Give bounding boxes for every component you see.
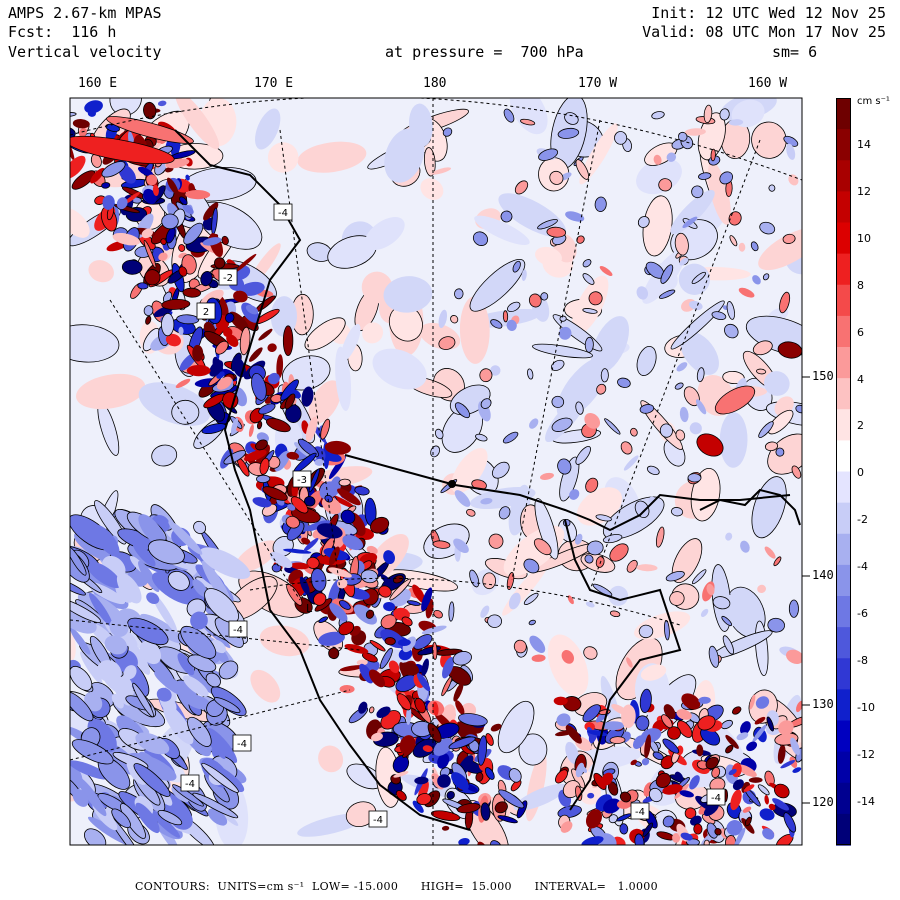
colorbar-band [836, 627, 851, 659]
colorbar-tick-label: -14 [857, 794, 875, 808]
pressure-level: at pressure = 700 hPa [385, 43, 584, 61]
colorbar-tick-label: 6 [857, 325, 864, 339]
marie-byrd-coast [699, 488, 801, 526]
contour-label: -4 [237, 739, 247, 750]
field-name: Vertical velocity [8, 43, 162, 61]
colorbar [836, 98, 851, 846]
colorbar-band [836, 564, 851, 597]
colorbar-band [836, 502, 851, 535]
colorbar-tick-label: 0 [857, 466, 864, 480]
contour-label: -4 [635, 807, 645, 818]
colorbar-band [836, 378, 851, 410]
colorbar-band [836, 409, 851, 441]
init-time: Init: 12 UTC Wed 12 Nov 25 [651, 4, 886, 22]
colorbar-band [836, 253, 851, 286]
contour-label: 2 [203, 307, 209, 318]
colorbar-tick-label: 12 [857, 184, 871, 198]
contour-label: -4 [233, 625, 243, 636]
map-frame [69, 97, 803, 846]
colorbar-tick-label: 10 [857, 231, 871, 245]
contour-label: -4 [711, 793, 721, 804]
valid-time: Valid: 08 UTC Mon 17 Nov 25 [642, 23, 886, 41]
lon-label-160w: 160 W [748, 76, 788, 91]
colorbar-band [836, 129, 851, 161]
colorbar-tick-label: 14 [857, 138, 871, 151]
colorbar-band [836, 813, 851, 846]
low-label: L [306, 602, 313, 615]
colorbar-tick-label: 2 [857, 419, 864, 433]
forecast-hour: Fcst: 116 h [8, 23, 117, 41]
smoothing-value: sm= 6 [772, 43, 818, 61]
lon-label-170w: 170 W [578, 76, 618, 91]
colorbar-band [836, 347, 851, 379]
contour-label: -2 [223, 273, 233, 284]
colorbar-tick-label: -12 [857, 747, 875, 761]
colorbar-band [836, 658, 851, 690]
colorbar-band [836, 782, 851, 815]
contour-label: -4 [278, 208, 288, 219]
colorbar-band [836, 98, 851, 130]
colorbar-tick-label: -4 [857, 560, 868, 574]
contour-label: -4 [185, 779, 195, 790]
colorbar-band [836, 751, 851, 784]
lon-label-160e: 160 E [78, 76, 118, 91]
graticule [70, 98, 802, 845]
colorbar-tick-label: 4 [857, 372, 864, 386]
colorbar-band [836, 191, 851, 224]
ross-ice-shelf-front [344, 454, 791, 532]
grounding-line [564, 519, 682, 811]
colorbar-tick-label: -2 [857, 513, 868, 527]
colorbar-band [836, 533, 851, 566]
contour-label: -3 [297, 475, 307, 486]
contour-labels: -4 -2 2 -3 -4 -4 -4 -4 -4 -4 [180, 203, 726, 828]
colorbar-band [836, 160, 851, 192]
lon-label-170e: 170 E [254, 76, 294, 91]
model-title: AMPS 2.67-km MPAS [8, 4, 162, 22]
colorbar-band [836, 222, 851, 255]
colorbar-tick-label: -10 [857, 700, 875, 714]
velocity-field [70, 98, 802, 845]
colorbar-band [836, 720, 851, 753]
colorbar-band [836, 689, 851, 722]
contour-label: -4 [373, 815, 383, 826]
colorbar-band [836, 440, 851, 473]
station-marker [448, 480, 456, 488]
colorbar-tick-label: 8 [857, 278, 864, 292]
colorbar-units: cm s⁻¹ [857, 96, 890, 107]
colorbar-band [836, 315, 851, 348]
colorbar-tick-label: -6 [857, 607, 868, 620]
colorbar-band [836, 284, 851, 317]
colorbar-tick-label: -8 [857, 653, 868, 667]
colorbar-band [836, 596, 851, 628]
lon-label-180: 180 [423, 76, 447, 91]
contour-footer: CONTOURS: UNITS=cm s⁻¹ LOW= -15.000 HIGH… [135, 880, 658, 893]
colorbar-band [836, 471, 851, 504]
